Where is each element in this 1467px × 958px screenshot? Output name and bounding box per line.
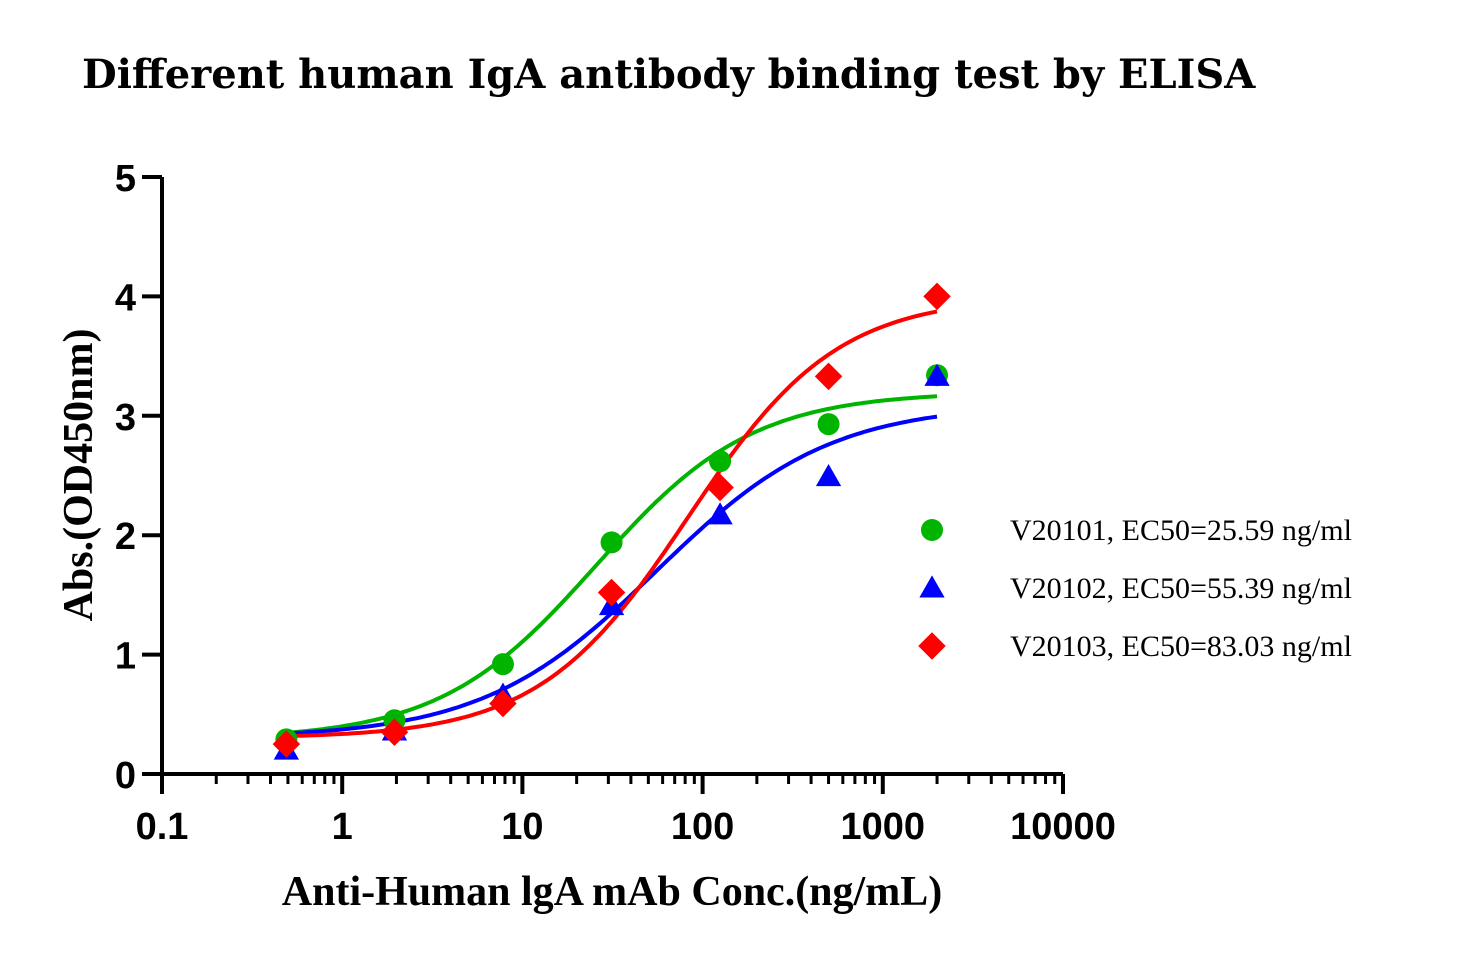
data-point-diamond bbox=[489, 689, 517, 718]
y-axis-label: Abs.(OD450nm) bbox=[56, 329, 102, 622]
x-axis-ticks: 0.1 1 10 100 1000 10000 bbox=[136, 774, 1116, 848]
legend-entry-label: V20102, EC50=55.39 ng/ml bbox=[1010, 572, 1352, 605]
data-point-diamond bbox=[814, 362, 843, 391]
data-point-circle bbox=[600, 531, 623, 554]
data-point-diamond bbox=[706, 473, 734, 502]
data-point-diamond bbox=[597, 578, 626, 607]
x-tick-label: 0.1 bbox=[136, 806, 189, 848]
data-point-triangle bbox=[924, 363, 950, 386]
data-point-circle bbox=[709, 450, 732, 473]
x-tick-label: 100 bbox=[671, 806, 734, 848]
y-tick-label: 2 bbox=[115, 516, 136, 558]
data-point-triangle bbox=[815, 464, 842, 487]
y-tick-label: 3 bbox=[115, 397, 136, 439]
data-point-diamond bbox=[272, 730, 301, 758]
x-tick-label: 10000 bbox=[1010, 806, 1116, 848]
data-point-circle bbox=[921, 519, 943, 541]
y-axis-ticks: 0 1 2 3 4 5 bbox=[115, 158, 162, 797]
data-point-diamond bbox=[380, 718, 409, 746]
fit-curve bbox=[286, 394, 938, 735]
data-point-diamond bbox=[918, 632, 946, 660]
x-tick-label: 10 bbox=[501, 806, 543, 848]
legend-entry-label: V20101, EC50=25.59 ng/ml bbox=[1010, 514, 1352, 547]
y-tick-label: 1 bbox=[115, 636, 136, 678]
chart-title: Different human IgA antibody binding tes… bbox=[82, 51, 1256, 98]
legend-entry-label: V20103, EC50=83.03 ng/ml bbox=[1010, 630, 1352, 663]
data-points bbox=[272, 282, 951, 760]
data-point-circle bbox=[817, 413, 840, 436]
x-tick-label: 1 bbox=[332, 806, 353, 848]
data-point-diamond bbox=[923, 282, 951, 311]
legend: V20101, EC50=25.59 ng/ml V20102, EC50=55.… bbox=[918, 514, 1352, 663]
data-point-triangle bbox=[707, 502, 733, 525]
data-point-circle bbox=[491, 653, 514, 676]
y-tick-label: 5 bbox=[115, 158, 136, 200]
fit-curve bbox=[286, 414, 938, 736]
data-point-triangle bbox=[919, 575, 945, 598]
x-tick-label: 1000 bbox=[841, 806, 926, 848]
y-tick-label: 4 bbox=[115, 277, 136, 319]
x-axis-label: Anti-Human lgA mAb Conc.(ng/mL) bbox=[282, 869, 942, 915]
y-tick-label: 0 bbox=[115, 755, 136, 797]
